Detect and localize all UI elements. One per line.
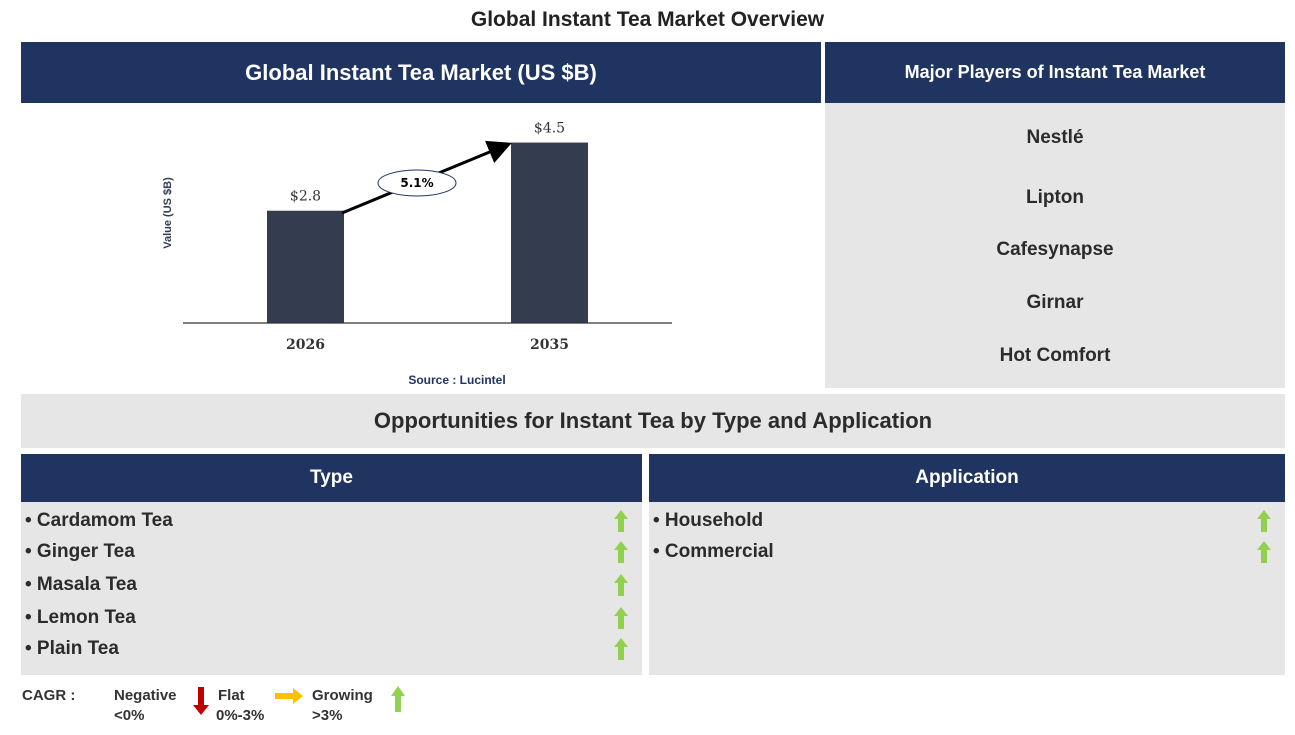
x-tick-label: 2035 [530,337,569,353]
up-arrow-icon [614,638,628,660]
player-item: Cafesynapse [996,239,1114,260]
application-header: Application [649,454,1285,502]
opportunities-title: Opportunities for Instant Tea by Type an… [21,394,1285,448]
legend-label: CAGR : [22,687,76,704]
up-arrow-icon [614,541,628,563]
player-item: Lipton [1025,187,1085,208]
legend-negative-range: <0% [114,707,145,724]
up-arrow-icon [614,574,628,596]
list-item: • Masala Tea [25,574,137,595]
list-item: • Cardamom Tea [25,510,173,531]
list-item: • Commercial [653,541,774,562]
source-label: Source : Lucintel [408,373,505,387]
up-arrow-icon [614,607,628,629]
data-label: $4.5 [534,121,565,137]
legend-negative: Negative [114,687,177,704]
players-list: Nestlé Lipton Cafesynapse Girnar Hot Com… [825,103,1285,388]
right-arrow-icon [275,688,303,704]
up-arrow-icon [614,510,628,532]
legend-growing-range: >3% [312,707,343,724]
type-header: Type [21,454,642,502]
list-item: • Household [653,510,764,531]
bar-2035 [511,142,588,323]
bar-chart: Value (US $B) $2.8 2026 $4.5 2035 5.1% Sour… [162,121,672,387]
list-item: • Plain Tea [25,638,119,659]
player-item: Girnar [1026,292,1084,313]
legend-growing: Growing [312,687,373,704]
data-label: $2.8 [290,189,321,205]
list-item: • Ginger Tea [25,541,135,562]
type-list: • Cardamom Tea • Ginger Tea • Masala Tea • … [21,502,642,675]
player-item: Hot Comfort [999,345,1111,366]
x-tick-label: 2026 [286,337,325,353]
y-axis-label: Value (US $B) [162,177,174,249]
application-list: • Household • Commercial [649,502,1285,675]
cagr-label: 5.1% [400,176,433,190]
chart-header: Global Instant Tea Market (US $B) [21,42,821,103]
bar-2026 [267,210,344,323]
up-arrow-icon [1257,510,1271,532]
player-item: Nestlé [1026,127,1084,148]
legend-flat-range: 0%-3% [216,707,265,724]
up-arrow-icon [391,686,405,712]
list-item: • Lemon Tea [25,607,136,628]
page-title: Global Instant Tea Market Overview [470,8,825,31]
players-header: Major Players of Instant Tea Market [825,42,1285,103]
down-arrow-icon [193,687,209,715]
up-arrow-icon [1257,541,1271,563]
legend-flat: Flat [218,687,245,704]
cagr-ellipse [377,169,457,197]
